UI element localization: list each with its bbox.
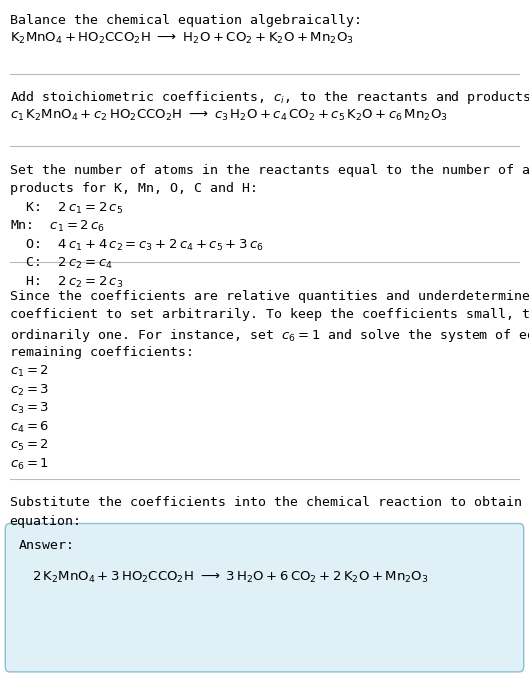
Text: $c_4 = 6$: $c_4 = 6$ <box>10 420 49 435</box>
Text: C:  $2\,c_2 = c_4$: C: $2\,c_2 = c_4$ <box>10 256 112 271</box>
FancyBboxPatch shape <box>5 523 524 672</box>
Text: coefficient to set arbitrarily. To keep the coefficients small, the arbitrary va: coefficient to set arbitrarily. To keep … <box>10 308 529 322</box>
Text: equation:: equation: <box>10 515 81 528</box>
Text: $c_3 = 3$: $c_3 = 3$ <box>10 401 49 416</box>
Text: Balance the chemical equation algebraically:: Balance the chemical equation algebraica… <box>10 14 361 27</box>
Text: $2\,\mathrm{K_2MnO_4} + 3\,\mathrm{HO_2CCO_2H}\ \longrightarrow\ 3\,\mathrm{H_2O: $2\,\mathrm{K_2MnO_4} + 3\,\mathrm{HO_2C… <box>32 570 428 585</box>
Text: K:  $2\,c_1 = 2\,c_5$: K: $2\,c_1 = 2\,c_5$ <box>10 201 123 216</box>
Text: $c_1\,\mathrm{K_2MnO_4} + c_2\,\mathrm{HO_2CCO_2H}\ \longrightarrow\ c_3\,\mathr: $c_1\,\mathrm{K_2MnO_4} + c_2\,\mathrm{H… <box>10 108 448 123</box>
Text: Mn:  $c_1 = 2\,c_6$: Mn: $c_1 = 2\,c_6$ <box>10 219 104 234</box>
Text: H:  $2\,c_2 = 2\,c_3$: H: $2\,c_2 = 2\,c_3$ <box>10 275 123 290</box>
Text: Add stoichiometric coefficients, $c_i$, to the reactants and products:: Add stoichiometric coefficients, $c_i$, … <box>10 89 529 106</box>
Text: $c_5 = 2$: $c_5 = 2$ <box>10 438 49 453</box>
Text: Since the coefficients are relative quantities and underdetermined, choose a: Since the coefficients are relative quan… <box>10 290 529 303</box>
Text: products for K, Mn, O, C and H:: products for K, Mn, O, C and H: <box>10 182 258 195</box>
Text: Set the number of atoms in the reactants equal to the number of atoms in the: Set the number of atoms in the reactants… <box>10 164 529 177</box>
Text: $c_6 = 1$: $c_6 = 1$ <box>10 457 49 472</box>
Text: Substitute the coefficients into the chemical reaction to obtain the balanced: Substitute the coefficients into the che… <box>10 496 529 509</box>
Text: Answer:: Answer: <box>19 539 75 552</box>
Text: $c_2 = 3$: $c_2 = 3$ <box>10 383 49 398</box>
Text: O:  $4\,c_1 + 4\,c_2 = c_3 + 2\,c_4 + c_5 + 3\,c_6$: O: $4\,c_1 + 4\,c_2 = c_3 + 2\,c_4 + c_5… <box>10 238 263 253</box>
Text: $c_1 = 2$: $c_1 = 2$ <box>10 364 49 379</box>
Text: ordinarily one. For instance, set $c_6 = 1$ and solve the system of equations fo: ordinarily one. For instance, set $c_6 =… <box>10 327 529 344</box>
Text: $\mathrm{K_2MnO_4 + HO_2CCO_2H\ \longrightarrow\ H_2O + CO_2 + K_2O + Mn_2O_3}$: $\mathrm{K_2MnO_4 + HO_2CCO_2H\ \longrig… <box>10 31 353 46</box>
Text: remaining coefficients:: remaining coefficients: <box>10 346 194 359</box>
